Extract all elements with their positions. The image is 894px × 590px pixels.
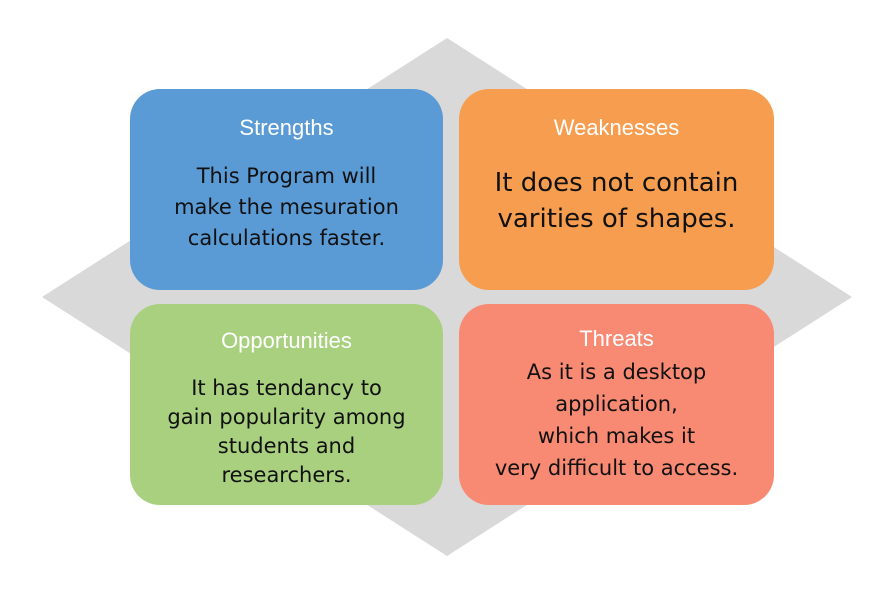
threats-text: As it is a desktop application, which ma… — [494, 360, 739, 480]
strengths-text: This Program will make the mesuration ca… — [174, 164, 399, 250]
opportunities-text: It has tendancy to gain popularity among… — [167, 376, 406, 487]
weaknesses-box: Weaknesses It does not contain varities … — [459, 89, 774, 290]
opportunities-box: Opportunities It has tendancy to gain po… — [130, 304, 443, 505]
strengths-title: Strengths — [239, 115, 334, 140]
threats-title: Threats — [579, 326, 654, 351]
strengths-box: Strengths This Program will make the mes… — [130, 89, 443, 290]
threats-box: Threats As it is a desktop application, … — [459, 304, 774, 505]
weaknesses-title: Weaknesses — [553, 115, 680, 140]
opportunities-title: Opportunities — [221, 328, 352, 353]
weaknesses-text: It does not contain varities of shapes. — [494, 168, 739, 234]
